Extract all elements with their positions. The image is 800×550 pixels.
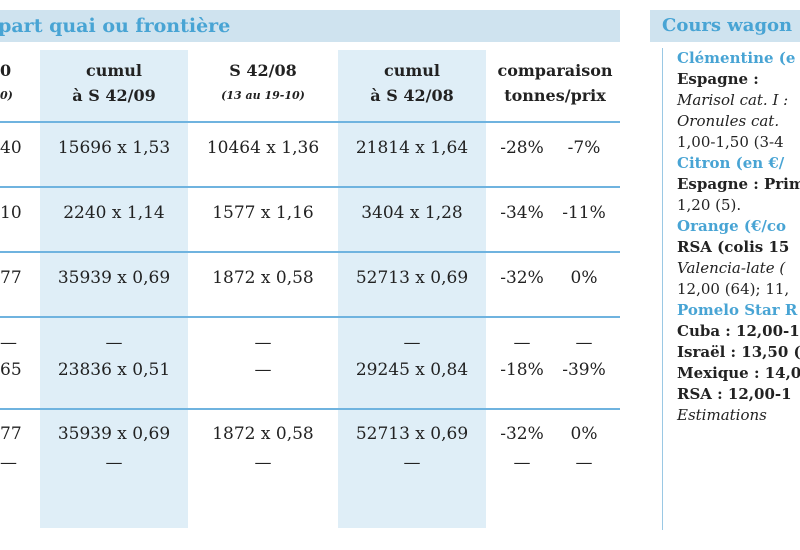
table-cell-c1: 2240 x 1,14 xyxy=(63,203,165,223)
left-panel-title: épart quai ou frontière xyxy=(0,10,620,42)
column-band-cumul-09 xyxy=(40,50,188,528)
table-cell-p: — xyxy=(575,453,593,473)
table-cell-c2: 1577 x 1,16 xyxy=(212,203,314,223)
table-cell-t: -34% xyxy=(500,203,544,223)
table-cell-t: -32% xyxy=(500,424,544,444)
column-header-cumul-09: cumul à S 42/09 xyxy=(40,58,188,108)
table-cell-c0: 77 xyxy=(0,268,22,288)
table-cell-p: 0% xyxy=(570,268,598,288)
column-header-cumul-09-label2: à S 42/09 xyxy=(72,86,156,105)
column-header-s42-08: S 42/08 (13 au 19-10) xyxy=(190,58,336,108)
right-panel-title: Cours wagon xyxy=(650,10,800,42)
table-cell-t: — xyxy=(513,453,531,473)
table-cell-c1: 15696 x 1,53 xyxy=(57,138,171,158)
column-header-comparaison-label: comparaison xyxy=(497,61,613,80)
table-cell-p: -39% xyxy=(562,360,606,380)
table-cell-c3: 52713 x 0,69 xyxy=(355,268,469,288)
table-cell-c2: — xyxy=(254,360,272,380)
table-cell-c3: — xyxy=(403,453,421,473)
table-cell-c1: — xyxy=(105,333,123,353)
column-header-s42-08-sub: (13 au 19-10) xyxy=(221,89,305,102)
right-panel-line: Israël : 13,50 ( xyxy=(677,343,800,361)
table-cell-c0: — xyxy=(0,453,17,473)
right-panel-line: Clémentine (e xyxy=(677,49,796,67)
column-header-comparaison: comparaison tonnes/prix xyxy=(490,58,620,108)
right-panel-line: RSA (colis 15 xyxy=(677,238,790,256)
right-panel-line: Cuba : 12,00-1 xyxy=(677,322,800,340)
right-panel-line: Valencia-late ( xyxy=(677,259,786,277)
row-divider xyxy=(0,408,620,410)
table-cell-p: 0% xyxy=(570,424,598,444)
right-panel-line: 1,00-1,50 (3-4 xyxy=(677,133,784,151)
table-cell-c0: 40 xyxy=(0,138,22,158)
left-panel-title-text: épart quai ou frontière xyxy=(0,15,231,37)
table-cell-p: — xyxy=(575,333,593,353)
table-cell-p: -11% xyxy=(562,203,606,223)
right-panel-line: Pomelo Star R xyxy=(677,301,798,319)
table-cell-c1: 35939 x 0,69 xyxy=(57,424,171,444)
table-cell-c2: 1872 x 0,58 xyxy=(212,268,314,288)
column-band-cumul-08 xyxy=(338,50,486,528)
right-panel-line: 12,00 (64); 11, xyxy=(677,280,790,298)
right-panel-line: Estimations xyxy=(677,406,767,424)
table-cell-c2: — xyxy=(254,453,272,473)
table-cell-c2: — xyxy=(254,333,272,353)
right-panel-line: Orange (€/co xyxy=(677,217,786,235)
right-panel-line: Oronules cat. xyxy=(677,112,780,130)
right-panel-line: RSA : 12,00-1 xyxy=(677,385,792,403)
column-header-cumul-08: cumul à S 42/08 xyxy=(338,58,486,108)
column-header-comparaison-label2: tonnes/prix xyxy=(504,86,606,105)
table-cell-c2: 10464 x 1,36 xyxy=(206,138,320,158)
right-panel-line: 1,20 (5). xyxy=(677,196,742,214)
row-divider xyxy=(0,121,620,123)
table-cell-c3: 29245 x 0,84 xyxy=(355,360,469,380)
table-cell-p: -7% xyxy=(567,138,601,158)
table-cell-c0: — xyxy=(0,333,17,353)
table-cell-c0: 77 xyxy=(0,424,22,444)
table-cell-c3: 3404 x 1,28 xyxy=(361,203,463,223)
column-header-0: 0 0) xyxy=(0,58,16,108)
table-cell-c0: 65 xyxy=(0,360,22,380)
table-cell-c1: 23836 x 0,51 xyxy=(57,360,171,380)
table-cell-c1: — xyxy=(105,453,123,473)
table-cell-c3: 52713 x 0,69 xyxy=(355,424,469,444)
right-panel-line: Espagne : Prim xyxy=(677,175,800,193)
right-panel-line: Mexique : 14,0 xyxy=(677,364,800,382)
column-header-0-sub: 0) xyxy=(0,89,13,102)
table-cell-t: -28% xyxy=(500,138,544,158)
right-panel-line: Marisol cat. I : xyxy=(677,91,789,109)
table-cell-c3: 21814 x 1,64 xyxy=(355,138,469,158)
table-cell-t: -18% xyxy=(500,360,544,380)
row-divider xyxy=(0,316,620,318)
column-header-cumul-08-label2: à S 42/08 xyxy=(370,86,454,105)
column-header-cumul-08-label: cumul xyxy=(383,61,440,80)
column-header-s42-08-label: S 42/08 xyxy=(229,61,297,80)
right-panel-line: Espagne : xyxy=(677,70,759,88)
table-cell-t: — xyxy=(513,333,531,353)
column-header-cumul-09-label: cumul xyxy=(85,61,142,80)
table-cell-c1: 35939 x 0,69 xyxy=(57,268,171,288)
column-header-0-label: 0 xyxy=(0,61,12,80)
right-panel-body: Clémentine (e Espagne : Marisol cat. I : Or… xyxy=(662,48,800,530)
table-cell-t: -32% xyxy=(500,268,544,288)
table-cell-c3: — xyxy=(403,333,421,353)
row-divider xyxy=(0,186,620,188)
row-divider xyxy=(0,251,620,253)
right-panel-line: Citron (en €/ xyxy=(677,154,785,172)
table-cell-c2: 1872 x 0,58 xyxy=(212,424,314,444)
table-cell-c0: 10 xyxy=(0,203,22,223)
